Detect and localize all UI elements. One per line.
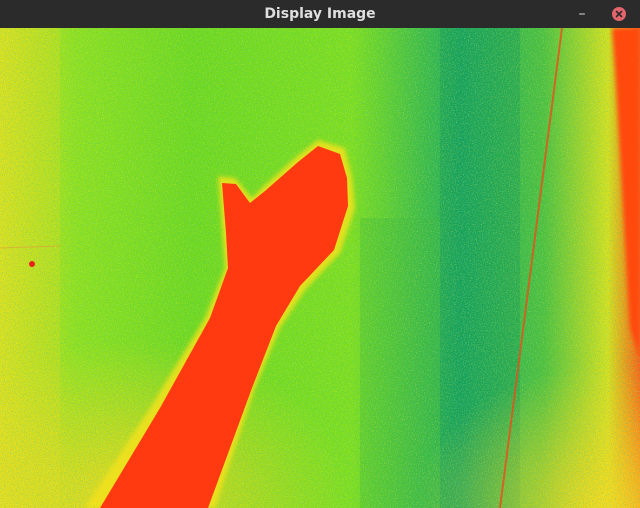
- close-icon: [615, 10, 623, 18]
- minimize-icon: –: [578, 6, 586, 22]
- hand-arm-silhouette: [100, 146, 348, 508]
- close-button[interactable]: [612, 7, 626, 21]
- title-bar[interactable]: Display Image –: [0, 0, 640, 29]
- depth-image: [0, 28, 640, 508]
- depth-map-image: [0, 28, 640, 508]
- window-title: Display Image: [264, 6, 376, 22]
- minimize-button[interactable]: –: [572, 4, 592, 24]
